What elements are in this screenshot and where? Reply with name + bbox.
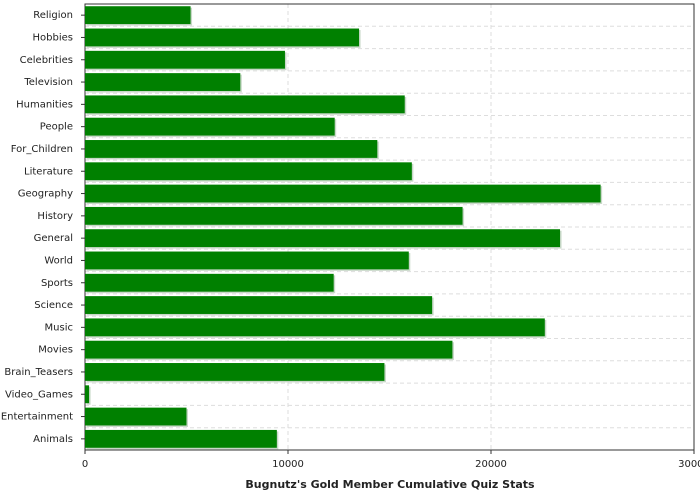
bar — [85, 73, 241, 91]
y-tick-label: Brain_Teasers — [4, 367, 73, 378]
y-tick-label: General — [34, 233, 73, 244]
bar — [85, 340, 453, 359]
bar — [85, 251, 409, 270]
bar — [85, 6, 191, 25]
bar — [85, 140, 378, 158]
y-tick-label: Hobbies — [33, 32, 73, 43]
bar — [85, 296, 433, 314]
y-tick-label: History — [37, 211, 73, 222]
bar — [85, 50, 285, 69]
y-tick-label: Geography — [18, 189, 73, 200]
y-tick-label: For_Children — [11, 144, 73, 155]
bar — [85, 162, 412, 181]
bar — [85, 229, 561, 248]
plot-frame — [84, 3, 695, 451]
bar — [85, 117, 335, 136]
y-tick-label: Science — [34, 300, 73, 311]
y-tick-label: World — [44, 255, 73, 266]
y-tick-label: Religion — [33, 10, 73, 21]
y-tick-label: Music — [45, 322, 73, 333]
bar — [85, 407, 187, 426]
y-tick-label: Animals — [33, 434, 73, 445]
bar — [85, 28, 360, 47]
bar — [85, 363, 385, 381]
x-axis-title: Bugnutz's Gold Member Cumulative Quiz St… — [245, 478, 535, 491]
bar — [85, 318, 545, 337]
y-tick-label: Video_Games — [5, 389, 73, 400]
bar — [85, 385, 90, 404]
y-tick-label: Literature — [24, 166, 73, 177]
x-tick-label: 20000 — [475, 459, 507, 470]
y-tick-label: Television — [23, 77, 73, 88]
y-tick-label: Entertainment — [1, 412, 73, 423]
bar — [85, 206, 463, 225]
y-tick-label: Humanities — [16, 99, 73, 110]
bar — [85, 184, 601, 203]
x-tick-label: 30000 — [678, 459, 700, 470]
bar — [85, 429, 277, 448]
y-tick-label: Movies — [38, 345, 73, 356]
x-tick-label: 10000 — [272, 459, 304, 470]
y-tick-label: Celebrities — [20, 55, 73, 66]
y-tick-label: People — [40, 122, 73, 133]
bar — [85, 95, 405, 114]
x-tick-label: 0 — [82, 459, 88, 470]
bar — [85, 273, 334, 292]
y-tick-label: Sports — [41, 278, 73, 289]
